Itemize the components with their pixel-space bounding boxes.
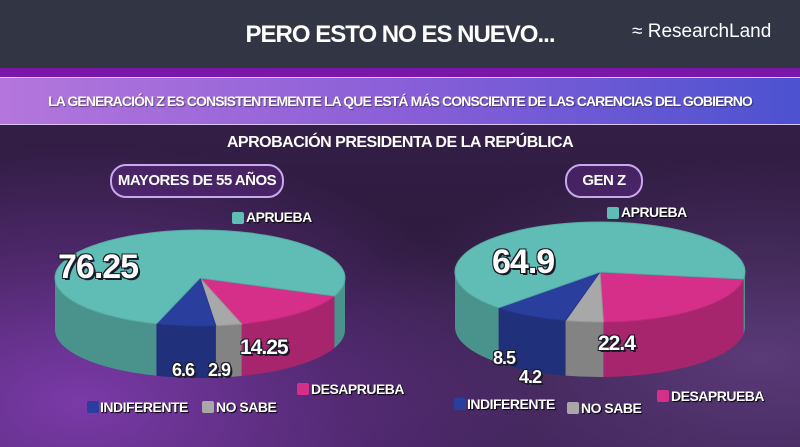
pie-side-desaprueba-1 bbox=[603, 278, 744, 377]
pie-side-no-sabe-1 bbox=[565, 320, 604, 377]
legend-no-sabe: NO SABE bbox=[216, 399, 277, 415]
legend-swatch-no-sabe bbox=[202, 401, 214, 413]
brand-logo: ≈ ResearchLand bbox=[632, 21, 772, 42]
headline-banner: LA GENERACIÓN Z ES CONSISTENTEMENTE LA Q… bbox=[0, 77, 800, 125]
pill-mayores-55: MAYORES DE 55 AÑOS bbox=[110, 164, 284, 198]
value-indiferente-genz: 8.5 bbox=[493, 348, 516, 368]
legend-swatch-aprueba-genz bbox=[607, 207, 619, 219]
value-no-sabe-genz: 4.2 bbox=[519, 367, 542, 387]
value-aprueba: 76.25 bbox=[58, 248, 139, 286]
legend-swatch-desaprueba bbox=[297, 383, 309, 395]
page-title: PERO ESTO NO ES NUEVO... bbox=[245, 21, 556, 48]
legend-swatch-no-sabe-genz bbox=[567, 402, 579, 414]
pie-side-indiferente-1 bbox=[498, 307, 566, 376]
pie-side-desaprueba-0 bbox=[241, 295, 335, 376]
pie-side-aprueba-0 bbox=[334, 278, 345, 348]
legend-swatch-aprueba bbox=[232, 212, 244, 224]
pill-gen-z: GEN Z bbox=[565, 164, 643, 198]
pie-slice-desaprueba-1 bbox=[599, 271, 745, 323]
value-aprueba-genz: 64.9 bbox=[492, 243, 555, 281]
pie-slice-aprueba-0 bbox=[54, 229, 346, 325]
pie-side-indiferente-0 bbox=[156, 323, 216, 378]
legend-swatch-indiferente bbox=[87, 401, 99, 413]
logo-icon: ≈ bbox=[632, 21, 643, 42]
legend-no-sabe-genz: NO SABE bbox=[581, 400, 642, 416]
accent-stripe bbox=[0, 68, 800, 77]
legend-aprueba-genz: APRUEBA bbox=[621, 204, 687, 220]
legend-indiferente: INDIFERENTE bbox=[100, 399, 188, 415]
value-no-sabe: 2.9 bbox=[208, 360, 231, 380]
header-bar bbox=[0, 0, 800, 68]
pie-side-no-sabe-0 bbox=[215, 323, 242, 378]
legend-swatch-desaprueba-genz bbox=[657, 390, 669, 402]
pie-slice-desaprueba-0 bbox=[198, 277, 336, 325]
legend-swatch-indiferente-genz bbox=[454, 398, 466, 410]
pie-side-aprueba-1 bbox=[455, 272, 499, 363]
legend-aprueba: APRUEBA bbox=[246, 209, 312, 225]
value-desaprueba-genz: 22.4 bbox=[598, 332, 636, 355]
legend-desaprueba: DESAPRUEBA bbox=[311, 381, 405, 397]
pie-slice-aprueba-1 bbox=[454, 221, 746, 309]
pie-side-aprueba-1 bbox=[743, 272, 745, 334]
pie-side-aprueba-0 bbox=[55, 278, 157, 376]
value-indiferente: 6.6 bbox=[172, 360, 195, 380]
value-desaprueba: 14.25 bbox=[240, 336, 289, 359]
legend-indiferente-genz: INDIFERENTE bbox=[467, 396, 555, 412]
legend-desaprueba-genz: DESAPRUEBA bbox=[671, 388, 765, 404]
chart-suptitle: APROBACIÓN PRESIDENTA DE LA REPÚBLICA bbox=[226, 134, 574, 151]
